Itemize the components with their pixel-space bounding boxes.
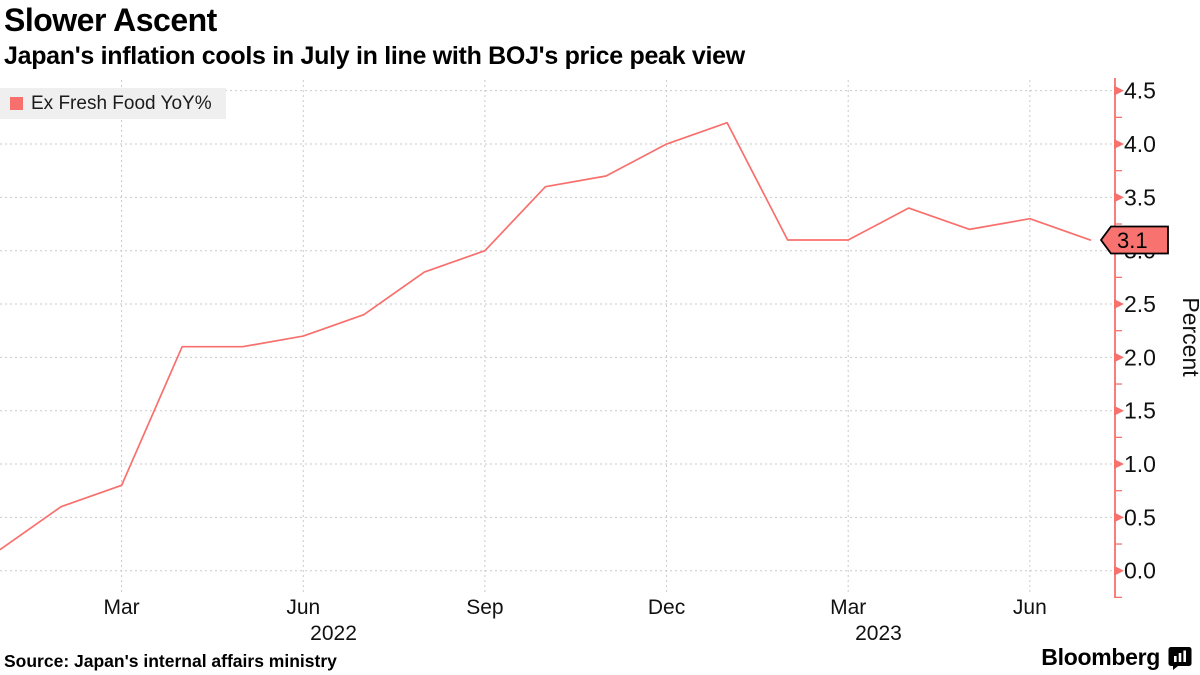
last-value-badge [1099, 225, 1169, 255]
x-tick-label: Mar [830, 596, 866, 619]
y-tick-label: 4.0 [1124, 131, 1156, 157]
y-major-tick-arrow [1114, 299, 1124, 310]
y-tick-label: 0.5 [1124, 504, 1156, 530]
brand-lockup: Bloomberg [1041, 644, 1192, 671]
y-major-tick-arrow [1114, 405, 1124, 416]
legend-swatch-icon [10, 97, 23, 110]
y-major-tick-arrow [1114, 85, 1124, 96]
x-tick-label: Mar [104, 596, 140, 619]
y-major-tick-arrow [1114, 352, 1124, 363]
y-tick-label: 1.5 [1124, 398, 1156, 424]
year-label: 2022 [310, 622, 357, 645]
y-tick-label: 2.5 [1124, 291, 1156, 317]
brand-name: Bloomberg [1041, 644, 1160, 670]
year-label: 2023 [855, 622, 902, 645]
bloomberg-icon [1168, 646, 1192, 670]
page-title: Slower Ascent [4, 2, 217, 38]
page-subtitle: Japan's inflation cools in July in line … [4, 42, 745, 70]
y-tick-label: 4.5 [1124, 78, 1156, 104]
y-tick-label: 2.0 [1124, 344, 1156, 370]
series-line [0, 121, 1092, 551]
y-tick-label: 0.0 [1124, 558, 1156, 584]
x-tick-label: Jun [286, 596, 320, 619]
y-tick-label: 1.0 [1124, 451, 1156, 477]
x-tick-label: Jun [1013, 596, 1047, 619]
y-tick-label: 3.5 [1124, 184, 1156, 210]
y-axis-title: Percent [1178, 297, 1200, 377]
legend: Ex Fresh Food YoY% [0, 88, 226, 119]
y-major-tick-arrow [1114, 139, 1124, 150]
y-major-tick-arrow [1114, 192, 1124, 203]
x-tick-label: Dec [648, 596, 685, 619]
y-major-tick-arrow [1114, 459, 1124, 470]
y-major-tick-arrow [1114, 565, 1124, 576]
y-major-tick-arrow [1114, 512, 1124, 523]
last-value-label: 3.1 [1117, 228, 1148, 253]
x-tick-label: Sep [466, 596, 503, 619]
source-note: Source: Japan's internal affairs ministr… [4, 651, 337, 671]
legend-label: Ex Fresh Food YoY% [31, 92, 212, 114]
